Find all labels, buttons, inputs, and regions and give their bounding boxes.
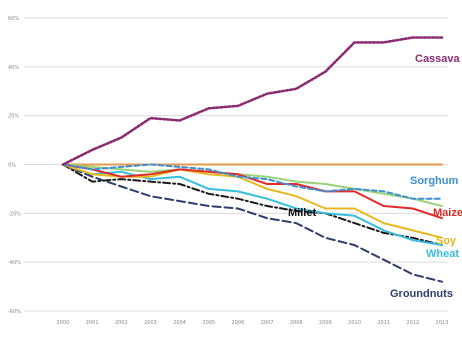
series-line-unlabeled-8: [62, 163, 443, 207]
x-tick-label: 2003: [144, 320, 157, 326]
x-tick-label: 2006: [232, 320, 245, 326]
y-tick-label: -40%: [8, 260, 21, 266]
y-axis-ticks: 60% 40% 20% 0% -20% -40% -60%: [8, 16, 21, 315]
x-tick-label: 2005: [202, 320, 215, 326]
x-axis-ticks: 2000 2001 2002 2003 2004 2005 2006 2007 2008 2009…: [57, 320, 449, 326]
x-tick-label: 2004: [173, 320, 186, 326]
series-label-millet: Millet: [288, 207, 316, 219]
series-label-cassava: Cassava: [415, 53, 461, 65]
series-line-sorghum: [62, 163, 443, 200]
series-line-maize: [62, 163, 443, 220]
x-tick-label: 2008: [290, 320, 303, 326]
series-label-maize: Maize: [433, 207, 462, 219]
x-tick-label: 2001: [86, 320, 99, 326]
series-line-wheat: [62, 163, 443, 247]
series-line-cassava: [61, 36, 444, 166]
x-tick-label: 2013: [436, 320, 449, 326]
series-label-wheat: Wheat: [426, 248, 459, 260]
x-tick-label: 2007: [261, 320, 274, 326]
y-tick-label: 60%: [8, 16, 19, 22]
x-tick-label: 2002: [115, 320, 128, 326]
series-label-groundnuts: Groundnuts: [390, 288, 453, 300]
x-tick-label: 2011: [377, 320, 390, 326]
series-lines: [61, 36, 444, 283]
x-tick-label: 2009: [319, 320, 332, 326]
y-tick-label: -20%: [8, 211, 21, 217]
series-label-soy: Soy: [436, 235, 457, 247]
series-line-groundnuts: [62, 163, 443, 283]
x-tick-label: 2010: [348, 320, 361, 326]
series-label-sorghum: Sorghum: [410, 175, 458, 187]
x-tick-label: 2012: [406, 320, 419, 326]
x-tick-label: 2000: [57, 320, 70, 326]
y-tick-label: 40%: [8, 65, 19, 71]
y-tick-label: 0%: [8, 163, 16, 169]
y-tick-label: -60%: [8, 309, 21, 315]
y-tick-label: 20%: [8, 114, 19, 120]
series-line-millet: [62, 163, 443, 247]
